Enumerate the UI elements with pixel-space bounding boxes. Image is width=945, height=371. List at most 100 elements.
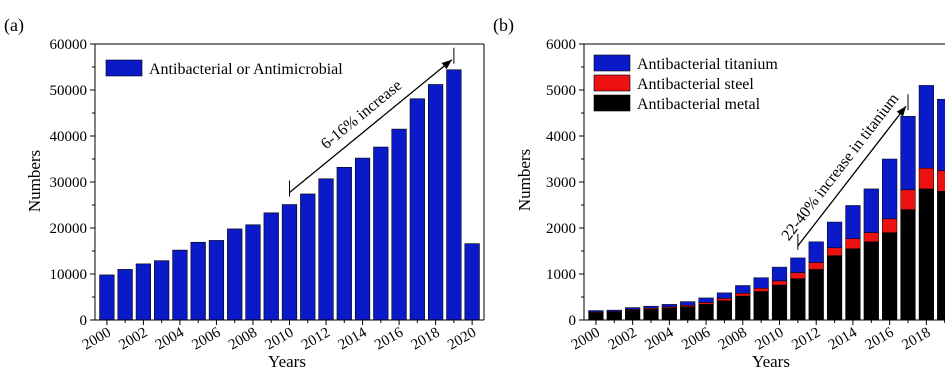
bar-antibacterial-titanium-2014 bbox=[845, 205, 861, 239]
legend-label-antibacterial-titanium: Antibacterial titanium bbox=[637, 56, 778, 73]
bar-antibacterial-titanium-2016 bbox=[882, 158, 898, 220]
bar-antibacterial-titanium-2006 bbox=[698, 297, 714, 303]
legend-swatch-antibacterial-metal bbox=[593, 94, 631, 112]
bar-antibacterial-steel-2008 bbox=[735, 293, 751, 297]
legend-label-antibacterial-or-antimicrobial: Antibacterial or Antimicrobial bbox=[149, 61, 343, 78]
bar-2002 bbox=[135, 263, 151, 321]
annotation-arrowhead bbox=[896, 106, 906, 117]
bar-antibacterial-steel-2016 bbox=[882, 218, 898, 233]
bar-antibacterial-steel-2006 bbox=[698, 302, 714, 305]
bar-antibacterial-titanium-2001 bbox=[606, 309, 622, 312]
bar-antibacterial-titanium-2019 bbox=[937, 98, 945, 171]
panel-b-y-axis-title: Numbers bbox=[515, 149, 534, 211]
panel-b-bars bbox=[588, 85, 945, 321]
legend-swatch-antibacterial-or-antimicrobial bbox=[105, 59, 143, 77]
bar-antibacterial-metal-2012 bbox=[808, 269, 824, 321]
x-tick-label: 2014 bbox=[336, 324, 370, 353]
bar-antibacterial-metal-2015 bbox=[863, 241, 879, 321]
bar-antibacterial-steel-2013 bbox=[826, 247, 843, 256]
legend-swatch-antibacterial-titanium bbox=[593, 54, 631, 72]
legend-swatch-antibacterial-steel bbox=[593, 74, 631, 92]
bar-antibacterial-metal-2000 bbox=[588, 312, 604, 321]
bar-antibacterial-titanium-2002 bbox=[625, 307, 641, 310]
x-tick-label: 2016 bbox=[372, 324, 406, 353]
bar-antibacterial-metal-2019 bbox=[937, 190, 945, 321]
bar-antibacterial-steel-2010 bbox=[771, 280, 788, 286]
y-tick-label: 0 bbox=[569, 313, 577, 329]
bar-antibacterial-metal-2001 bbox=[606, 311, 622, 321]
y-tick-label: 0 bbox=[80, 313, 88, 329]
bar-2005 bbox=[190, 241, 206, 321]
y-tick-label: 30000 bbox=[50, 175, 88, 191]
panel-a-bars bbox=[99, 69, 480, 321]
bar-antibacterial-titanium-2013 bbox=[826, 221, 843, 249]
x-tick-label: 2012 bbox=[299, 325, 333, 354]
annotation-arrow-line bbox=[797, 105, 907, 247]
bar-antibacterial-steel-2011 bbox=[790, 272, 806, 279]
x-tick-label: 2006 bbox=[189, 324, 223, 353]
y-tick-label: 40000 bbox=[50, 129, 88, 145]
bar-antibacterial-metal-2017 bbox=[900, 209, 916, 321]
panel-a: (a) 0 10000 20000 30000 40000 50000 60000 2000… bbox=[4, 15, 485, 371]
x-tick-label: 2016 bbox=[863, 324, 897, 353]
bar-antibacterial-titanium-2007 bbox=[716, 292, 733, 299]
bar-antibacterial-titanium-2005 bbox=[680, 301, 696, 306]
bar-antibacterial-titanium-2000 bbox=[588, 310, 604, 313]
x-tick-label: 2004 bbox=[153, 324, 187, 353]
bar-antibacterial-titanium-2012 bbox=[808, 241, 824, 263]
annotation-arrowhead bbox=[441, 59, 452, 70]
x-tick-label: 2014 bbox=[826, 324, 860, 353]
y-tick-label: 2000 bbox=[546, 221, 576, 237]
y-tick-label: 20000 bbox=[50, 221, 88, 237]
x-tick-label: 2018 bbox=[899, 325, 933, 354]
bar-antibacterial-titanium-2018 bbox=[918, 85, 934, 169]
y-tick-label: 5000 bbox=[546, 83, 576, 99]
y-tick-label: 50000 bbox=[50, 83, 88, 99]
x-tick-label: 2004 bbox=[642, 324, 676, 353]
y-tick-label: 3000 bbox=[546, 175, 576, 191]
bar-2004 bbox=[172, 249, 188, 321]
bar-2012 bbox=[318, 178, 334, 321]
bar-antibacterial-metal-2011 bbox=[790, 278, 806, 321]
panel-a-y-ticks: 0 10000 20000 30000 40000 50000 60000 bbox=[50, 37, 95, 329]
bar-2006 bbox=[208, 240, 225, 321]
bar-antibacterial-metal-2002 bbox=[625, 310, 641, 321]
bar-antibacterial-steel-2019 bbox=[937, 170, 945, 192]
panel-a-x-axis-title: Years bbox=[268, 352, 306, 371]
x-tick-label: 2020 bbox=[445, 325, 479, 354]
y-tick-label: 10000 bbox=[50, 267, 88, 283]
bar-2009 bbox=[263, 212, 279, 321]
bar-antibacterial-titanium-2004 bbox=[661, 304, 677, 308]
bar-antibacterial-steel-2018 bbox=[918, 167, 934, 190]
x-tick-label: 2018 bbox=[409, 325, 443, 354]
legend-label-antibacterial-steel: Antibacterial steel bbox=[637, 76, 754, 93]
bar-antibacterial-steel-2007 bbox=[716, 298, 733, 301]
bar-antibacterial-titanium-2003 bbox=[643, 305, 659, 309]
panel-b-x-axis-title: Years bbox=[752, 352, 790, 371]
bar-2014 bbox=[354, 157, 371, 321]
bar-antibacterial-metal-2013 bbox=[826, 255, 843, 321]
bar-2011 bbox=[300, 193, 316, 321]
bar-2007 bbox=[227, 228, 243, 321]
bar-2000 bbox=[99, 274, 115, 321]
panel-b-legend: Antibacterial titanium Antibacterial ste… bbox=[593, 54, 778, 113]
bar-antibacterial-titanium-2011 bbox=[790, 257, 806, 273]
x-tick-label: 2008 bbox=[716, 325, 750, 354]
x-tick-label: 2002 bbox=[116, 325, 150, 354]
x-tick-label: 2002 bbox=[606, 325, 640, 354]
y-tick-label: 6000 bbox=[546, 37, 576, 53]
panel-b-y-ticks: 0 1000 2000 3000 4000 5000 6000 bbox=[546, 37, 584, 329]
bar-antibacterial-metal-2016 bbox=[882, 232, 898, 321]
panel-a-label: (a) bbox=[4, 15, 24, 36]
bar-antibacterial-metal-2009 bbox=[753, 291, 769, 321]
y-tick-label: 1000 bbox=[546, 267, 576, 283]
panel-a-y-axis-title: Numbers bbox=[25, 150, 44, 212]
bar-2018 bbox=[427, 84, 444, 321]
bar-2016 bbox=[391, 128, 407, 321]
bar-2008 bbox=[245, 224, 261, 321]
bar-antibacterial-metal-2007 bbox=[716, 300, 733, 321]
bar-antibacterial-metal-2018 bbox=[918, 188, 934, 321]
x-tick-label: 2008 bbox=[226, 325, 260, 354]
bar-antibacterial-steel-2014 bbox=[845, 238, 861, 249]
y-tick-label: 4000 bbox=[546, 129, 576, 145]
